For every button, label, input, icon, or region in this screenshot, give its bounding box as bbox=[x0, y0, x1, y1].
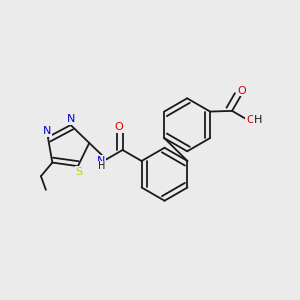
Text: O: O bbox=[238, 85, 247, 95]
Text: S: S bbox=[75, 167, 82, 177]
Text: N: N bbox=[97, 156, 106, 166]
Text: H: H bbox=[254, 115, 262, 125]
Text: O: O bbox=[246, 115, 255, 125]
Text: N: N bbox=[67, 114, 76, 124]
Text: N: N bbox=[43, 126, 51, 136]
Text: O: O bbox=[114, 122, 123, 132]
Text: H: H bbox=[98, 161, 105, 172]
